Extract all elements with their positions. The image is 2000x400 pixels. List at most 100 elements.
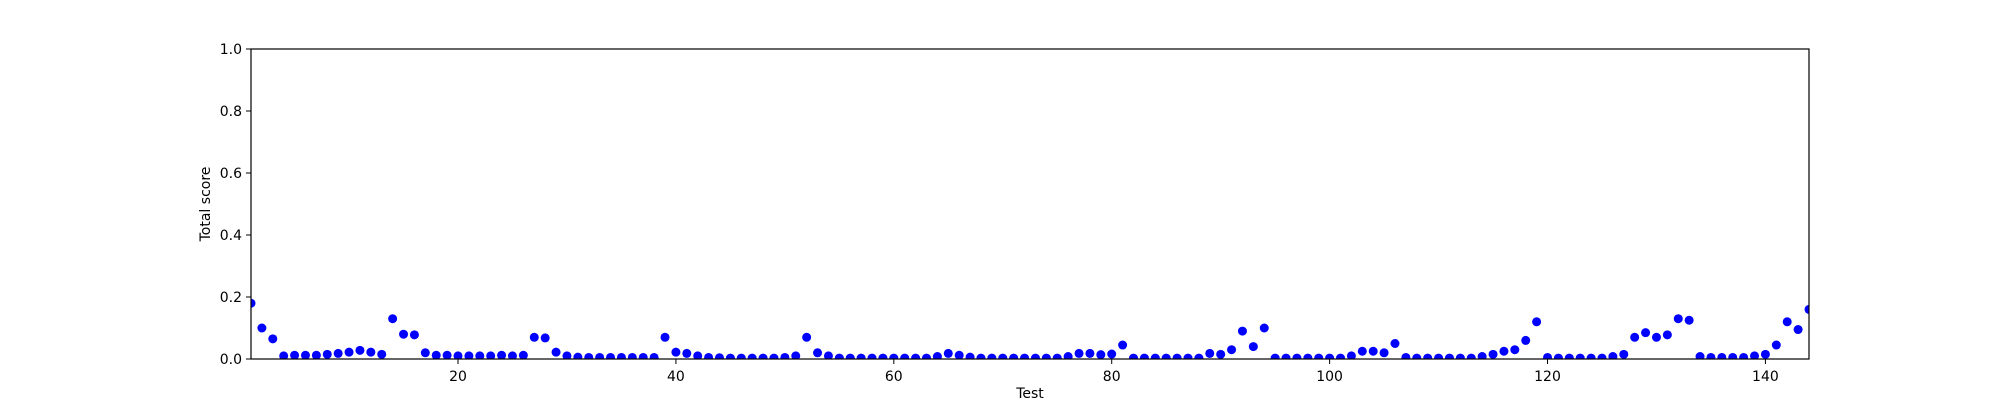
point <box>1739 352 1749 359</box>
point <box>1346 351 1356 359</box>
point <box>1782 317 1792 327</box>
point <box>1292 353 1302 359</box>
point <box>409 330 419 340</box>
point <box>682 348 692 358</box>
point <box>911 353 921 359</box>
point <box>584 352 594 359</box>
point <box>1619 349 1629 359</box>
x-tick-label: 40 <box>667 369 685 385</box>
x-axis-label: Test <box>1015 386 1044 400</box>
point <box>251 298 256 308</box>
point <box>518 350 528 359</box>
point <box>1129 353 1139 359</box>
point <box>802 332 812 342</box>
point <box>1553 353 1563 359</box>
point <box>279 351 289 359</box>
point <box>268 334 278 344</box>
point <box>1041 353 1051 359</box>
point <box>1259 323 1269 333</box>
point <box>1597 353 1607 359</box>
point <box>900 353 910 359</box>
y-tick-label: 0.2 <box>220 290 242 306</box>
point <box>1521 335 1531 345</box>
point <box>1390 339 1400 348</box>
point <box>1194 353 1204 359</box>
point <box>889 353 899 359</box>
point <box>943 348 953 358</box>
point <box>573 352 583 359</box>
point <box>453 351 463 359</box>
point <box>1455 353 1465 359</box>
point <box>638 352 648 359</box>
point <box>1412 353 1422 359</box>
point <box>322 349 332 359</box>
x-tick-label: 20 <box>449 369 467 385</box>
point <box>758 353 768 359</box>
point <box>1793 325 1803 335</box>
point <box>693 351 703 359</box>
point <box>867 353 877 359</box>
point <box>1488 349 1498 359</box>
point <box>562 351 572 359</box>
point <box>1205 348 1215 358</box>
point <box>1608 352 1618 359</box>
x-tick-label: 140 <box>1752 369 1779 385</box>
point <box>932 352 942 359</box>
y-tick-label: 0.6 <box>220 166 242 182</box>
point <box>420 348 430 358</box>
point <box>497 350 507 359</box>
point <box>1466 353 1476 359</box>
point <box>1085 348 1095 358</box>
point <box>976 353 986 359</box>
point <box>1325 353 1335 359</box>
point <box>1804 304 1809 314</box>
point <box>965 352 975 359</box>
point <box>366 347 376 357</box>
point <box>300 350 310 359</box>
y-tick-label: 0.4 <box>220 228 242 244</box>
point <box>1760 349 1770 359</box>
point <box>660 332 670 342</box>
y-tick-label: 0.8 <box>220 104 242 120</box>
point <box>1172 353 1182 359</box>
point <box>834 353 844 359</box>
point <box>1750 351 1760 359</box>
point <box>1673 314 1683 324</box>
x-tick-label: 80 <box>1103 369 1121 385</box>
point <box>878 353 888 359</box>
point <box>1771 340 1781 350</box>
point <box>1728 352 1738 359</box>
point <box>616 352 626 359</box>
point <box>507 351 517 359</box>
point <box>431 350 441 359</box>
point <box>1118 340 1128 350</box>
point <box>791 351 801 359</box>
point <box>1074 348 1084 358</box>
point <box>813 348 823 358</box>
point <box>290 350 300 359</box>
point <box>1237 326 1247 336</box>
point <box>1586 353 1596 359</box>
point <box>714 353 724 359</box>
point <box>1510 345 1520 355</box>
point <box>1281 353 1291 359</box>
point <box>1695 352 1705 359</box>
point <box>333 348 343 358</box>
point <box>1030 353 1040 359</box>
point <box>1161 353 1171 359</box>
point <box>606 352 616 359</box>
point <box>856 353 866 359</box>
point <box>1444 353 1454 359</box>
point <box>1717 352 1727 359</box>
point <box>595 352 605 359</box>
y-axis-label: Total score <box>198 167 214 243</box>
point <box>1368 346 1378 356</box>
x-tick-label: 60 <box>885 369 903 385</box>
point <box>377 349 387 359</box>
y-tick-label: 0.0 <box>220 352 242 368</box>
point <box>1434 353 1444 359</box>
plot-area <box>251 298 1809 359</box>
point <box>736 353 746 359</box>
point <box>1423 353 1433 359</box>
